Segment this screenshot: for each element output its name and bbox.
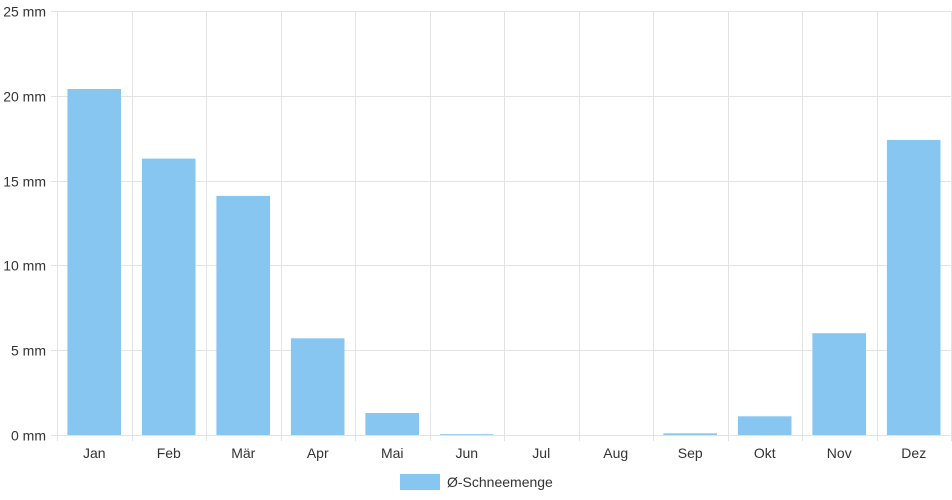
y-tick-label: 20 mm bbox=[3, 89, 46, 105]
grid-layer bbox=[51, 11, 952, 441]
legend-swatch[interactable] bbox=[400, 474, 440, 490]
legend[interactable]: Ø-Schneemenge bbox=[400, 474, 553, 490]
y-tick-label: 5 mm bbox=[11, 343, 46, 359]
x-tick-label: Jan bbox=[83, 445, 106, 461]
bar-dez[interactable] bbox=[886, 139, 941, 435]
y-tick-label: 10 mm bbox=[3, 258, 46, 274]
x-tick-label: Mär bbox=[231, 445, 255, 461]
bars-layer bbox=[67, 89, 941, 435]
legend-label[interactable]: Ø-Schneemenge bbox=[447, 474, 553, 490]
x-tick-label: Jun bbox=[455, 445, 478, 461]
bar-mär[interactable] bbox=[216, 195, 270, 435]
x-tick-label: Nov bbox=[827, 445, 852, 461]
x-tick-label: Apr bbox=[307, 445, 329, 461]
y-tick-label: 0 mm bbox=[11, 428, 46, 444]
y-axis: 0 mm 5 mm 10 mm 15 mm 20 mm 25 mm bbox=[3, 4, 46, 444]
x-tick-label: Sep bbox=[678, 445, 703, 461]
bar-nov[interactable] bbox=[812, 333, 866, 435]
bar-apr[interactable] bbox=[290, 338, 345, 435]
bar-jun[interactable] bbox=[439, 434, 494, 435]
y-tick-label: 15 mm bbox=[3, 174, 46, 190]
bar-sep[interactable] bbox=[663, 433, 717, 435]
bar-jan[interactable] bbox=[67, 89, 121, 435]
x-tick-label: Aug bbox=[603, 445, 628, 461]
bar-feb[interactable] bbox=[141, 158, 196, 435]
x-tick-label: Jul bbox=[532, 445, 550, 461]
bar-okt[interactable] bbox=[737, 416, 792, 435]
x-tick-label: Dez bbox=[901, 445, 926, 461]
x-axis: Jan Feb Mär Apr Mai Jun Jul Aug Sep Okt Nov Dez bbox=[83, 445, 926, 461]
y-tick-label: 25 mm bbox=[3, 4, 46, 20]
bar-mai[interactable] bbox=[365, 413, 419, 435]
x-tick-label: Mai bbox=[381, 445, 404, 461]
x-tick-label: Feb bbox=[157, 445, 181, 461]
x-tick-label: Okt bbox=[754, 445, 776, 461]
